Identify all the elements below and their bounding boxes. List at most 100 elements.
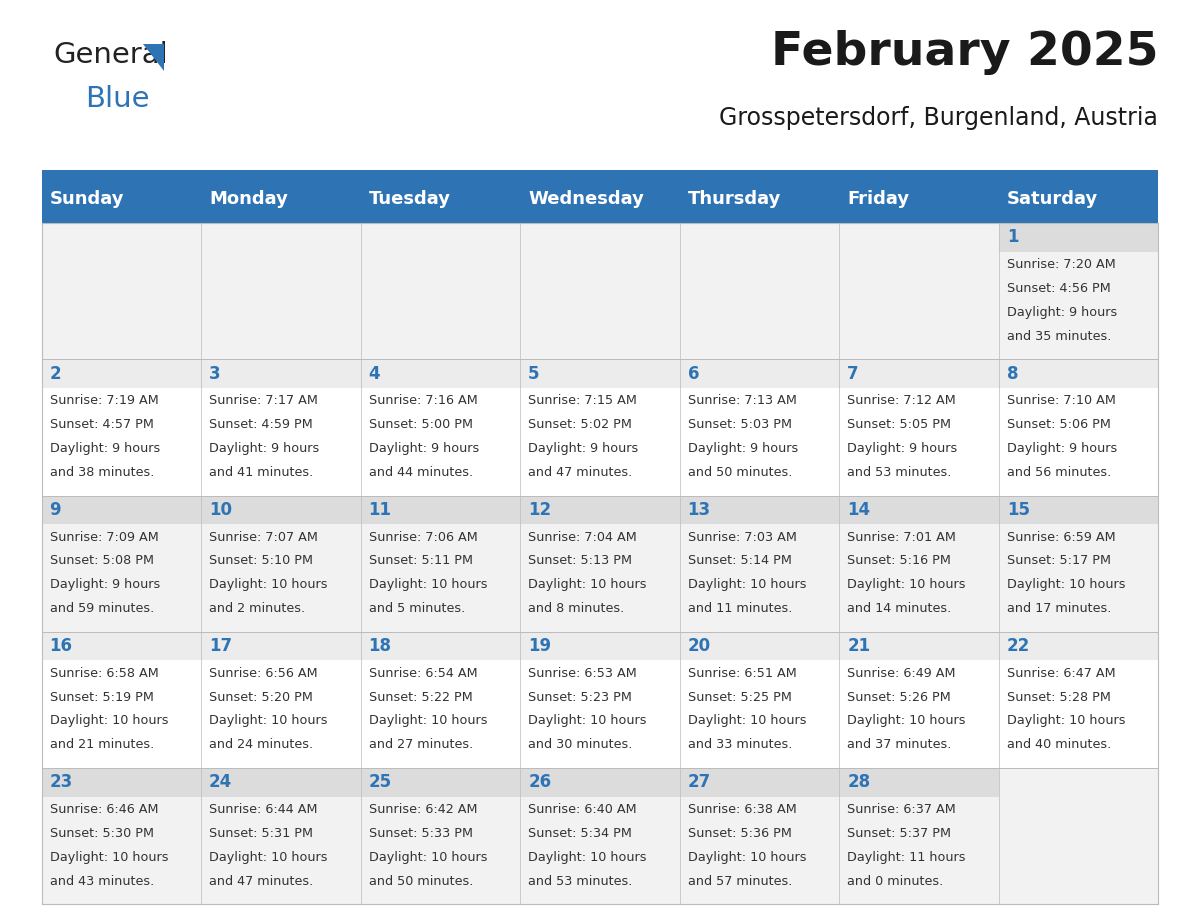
Text: Daylight: 10 hours: Daylight: 10 hours <box>688 578 807 591</box>
Bar <box>201 632 361 660</box>
Text: 19: 19 <box>529 637 551 655</box>
Text: 5: 5 <box>529 364 539 383</box>
Text: 27: 27 <box>688 773 710 791</box>
Text: Sunrise: 6:56 AM: Sunrise: 6:56 AM <box>209 666 317 680</box>
Text: Daylight: 10 hours: Daylight: 10 hours <box>529 851 646 864</box>
Text: Daylight: 9 hours: Daylight: 9 hours <box>209 442 320 455</box>
Text: Sunrise: 7:06 AM: Sunrise: 7:06 AM <box>368 531 478 543</box>
Text: and 17 minutes.: and 17 minutes. <box>1006 602 1111 615</box>
Text: Sunrise: 7:12 AM: Sunrise: 7:12 AM <box>847 395 956 408</box>
Bar <box>42 768 201 797</box>
Text: Daylight: 10 hours: Daylight: 10 hours <box>847 578 966 591</box>
Polygon shape <box>143 44 164 71</box>
Bar <box>520 632 680 660</box>
Bar <box>680 359 839 388</box>
Text: and 40 minutes.: and 40 minutes. <box>1006 738 1111 751</box>
Text: Sunrise: 7:15 AM: Sunrise: 7:15 AM <box>529 395 637 408</box>
Text: 15: 15 <box>1006 501 1030 519</box>
Text: Daylight: 9 hours: Daylight: 9 hours <box>50 578 160 591</box>
Text: Sunset: 5:25 PM: Sunset: 5:25 PM <box>688 690 791 703</box>
Text: 16: 16 <box>50 637 72 655</box>
Text: Sunset: 5:31 PM: Sunset: 5:31 PM <box>209 827 314 840</box>
Text: 28: 28 <box>847 773 871 791</box>
Text: February 2025: February 2025 <box>771 30 1158 75</box>
Text: Daylight: 10 hours: Daylight: 10 hours <box>529 714 646 727</box>
Text: Daylight: 10 hours: Daylight: 10 hours <box>50 714 168 727</box>
Text: Sunrise: 7:13 AM: Sunrise: 7:13 AM <box>688 395 797 408</box>
Text: 12: 12 <box>529 501 551 519</box>
Text: Sunset: 5:36 PM: Sunset: 5:36 PM <box>688 827 791 840</box>
Text: Sunset: 5:11 PM: Sunset: 5:11 PM <box>368 554 473 567</box>
Text: Sunrise: 6:51 AM: Sunrise: 6:51 AM <box>688 666 796 680</box>
Text: Sunrise: 6:54 AM: Sunrise: 6:54 AM <box>368 666 478 680</box>
Text: Daylight: 10 hours: Daylight: 10 hours <box>847 714 966 727</box>
Text: 14: 14 <box>847 501 871 519</box>
Text: and 44 minutes.: and 44 minutes. <box>368 465 473 479</box>
Text: Sunrise: 7:01 AM: Sunrise: 7:01 AM <box>847 531 956 543</box>
Text: Sunrise: 7:09 AM: Sunrise: 7:09 AM <box>50 531 158 543</box>
Text: and 56 minutes.: and 56 minutes. <box>1006 465 1111 479</box>
Text: Tuesday: Tuesday <box>368 190 450 208</box>
Text: Sunday: Sunday <box>50 190 124 208</box>
Bar <box>520 359 680 388</box>
Bar <box>520 496 680 524</box>
Text: 21: 21 <box>847 637 871 655</box>
Text: 26: 26 <box>529 773 551 791</box>
Text: 6: 6 <box>688 364 700 383</box>
Bar <box>999 496 1158 524</box>
Text: Sunrise: 7:19 AM: Sunrise: 7:19 AM <box>50 395 158 408</box>
Bar <box>42 496 201 524</box>
Text: 22: 22 <box>1006 637 1030 655</box>
Text: General: General <box>53 41 169 70</box>
Bar <box>201 359 361 388</box>
Text: Sunrise: 6:59 AM: Sunrise: 6:59 AM <box>1006 531 1116 543</box>
Bar <box>680 632 839 660</box>
Text: and 50 minutes.: and 50 minutes. <box>688 465 792 479</box>
Text: and 27 minutes.: and 27 minutes. <box>368 738 473 751</box>
Text: Grosspetersdorf, Burgenland, Austria: Grosspetersdorf, Burgenland, Austria <box>720 106 1158 129</box>
Text: and 57 minutes.: and 57 minutes. <box>688 875 792 888</box>
Text: 11: 11 <box>368 501 392 519</box>
Text: 23: 23 <box>50 773 72 791</box>
Text: Sunset: 4:59 PM: Sunset: 4:59 PM <box>209 419 312 431</box>
Text: Monday: Monday <box>209 190 287 208</box>
Text: Sunset: 5:03 PM: Sunset: 5:03 PM <box>688 419 791 431</box>
Text: Blue: Blue <box>86 85 150 114</box>
Text: and 53 minutes.: and 53 minutes. <box>847 465 952 479</box>
Text: Sunrise: 6:53 AM: Sunrise: 6:53 AM <box>529 666 637 680</box>
Text: Sunset: 5:02 PM: Sunset: 5:02 PM <box>529 419 632 431</box>
Text: and 38 minutes.: and 38 minutes. <box>50 465 154 479</box>
Text: Daylight: 10 hours: Daylight: 10 hours <box>1006 714 1125 727</box>
Text: Sunset: 5:14 PM: Sunset: 5:14 PM <box>688 554 791 567</box>
Bar <box>361 359 520 388</box>
Text: Sunrise: 7:07 AM: Sunrise: 7:07 AM <box>209 531 318 543</box>
Text: Sunrise: 6:42 AM: Sunrise: 6:42 AM <box>368 803 478 816</box>
Bar <box>361 496 520 524</box>
Text: Sunrise: 7:20 AM: Sunrise: 7:20 AM <box>1006 258 1116 271</box>
Text: Sunset: 5:06 PM: Sunset: 5:06 PM <box>1006 419 1111 431</box>
Text: 25: 25 <box>368 773 392 791</box>
Text: and 47 minutes.: and 47 minutes. <box>529 465 632 479</box>
Text: 2: 2 <box>50 364 61 383</box>
Text: Daylight: 10 hours: Daylight: 10 hours <box>368 714 487 727</box>
Text: and 33 minutes.: and 33 minutes. <box>688 738 792 751</box>
Text: 7: 7 <box>847 364 859 383</box>
Text: Sunset: 5:13 PM: Sunset: 5:13 PM <box>529 554 632 567</box>
Text: 3: 3 <box>209 364 221 383</box>
Text: Sunset: 5:33 PM: Sunset: 5:33 PM <box>368 827 473 840</box>
Text: 4: 4 <box>368 364 380 383</box>
Text: 13: 13 <box>688 501 710 519</box>
Text: Sunset: 4:56 PM: Sunset: 4:56 PM <box>1006 282 1111 295</box>
Text: Daylight: 9 hours: Daylight: 9 hours <box>847 442 958 455</box>
Text: 8: 8 <box>1006 364 1018 383</box>
Bar <box>839 359 999 388</box>
Text: Daylight: 9 hours: Daylight: 9 hours <box>1006 442 1117 455</box>
Bar <box>42 632 201 660</box>
Text: Sunrise: 7:17 AM: Sunrise: 7:17 AM <box>209 395 318 408</box>
Text: Daylight: 9 hours: Daylight: 9 hours <box>529 442 638 455</box>
Text: and 50 minutes.: and 50 minutes. <box>368 875 473 888</box>
Text: and 41 minutes.: and 41 minutes. <box>209 465 314 479</box>
Text: Daylight: 10 hours: Daylight: 10 hours <box>209 851 328 864</box>
Text: 24: 24 <box>209 773 233 791</box>
Bar <box>42 175 1158 223</box>
